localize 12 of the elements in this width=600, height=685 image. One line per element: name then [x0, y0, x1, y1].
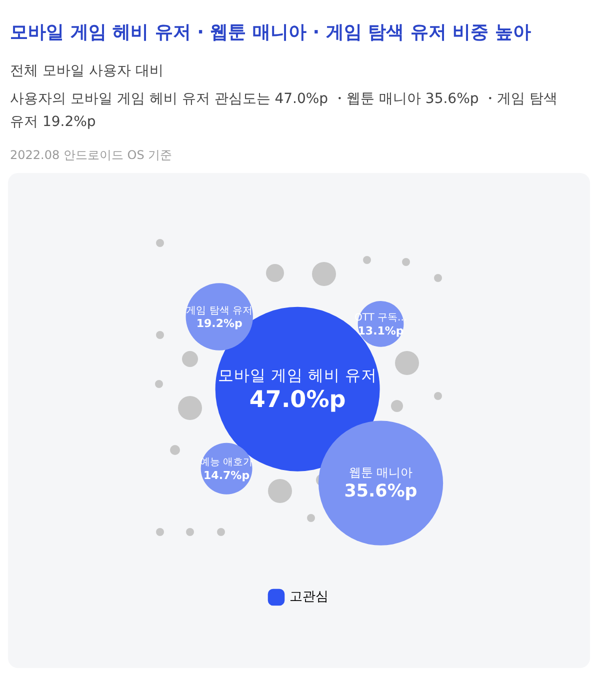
category-label: 웹툰 매니아 [348, 466, 413, 480]
text: 모바일 게임 헤비 유저 · 웹툰 매니아 · 게임 탐색 유저 비중 높아 [10, 21, 531, 44]
data-label: 35.6%p [344, 482, 418, 502]
data-label: 19.2%p [196, 317, 243, 330]
data-label: 14.7%p [204, 468, 250, 482]
category-label: 모바일 게임 헤비 유저 [218, 366, 378, 384]
data-label: 47.0%p [249, 386, 346, 413]
text: 사용자의 모바일 게임 헤비 유저 관심도는 47.0%p ・웹툰 매니아 35.6%p ・게임 탐색 유저 19.2%p [10, 90, 559, 132]
text: 2022.08 안드로이드 OS 기준 [10, 147, 172, 164]
category-label: 게임 탐색 유저 [186, 305, 253, 316]
legend-label: 고관심 [289, 590, 328, 605]
text: 전체 모바일 사용자 대비 [10, 62, 164, 80]
